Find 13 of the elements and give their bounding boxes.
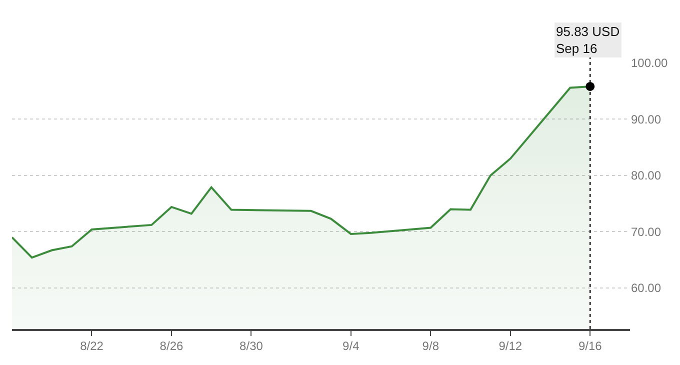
x-tick-label: 9/16 — [578, 339, 602, 354]
x-tick-label: 8/26 — [160, 339, 184, 354]
y-tick-label: 60.00 — [631, 281, 662, 296]
y-tick-label: 80.00 — [631, 168, 662, 183]
x-tick-label: 8/30 — [240, 339, 264, 354]
x-tick-label: 9/8 — [422, 339, 440, 354]
y-tick-label: 90.00 — [631, 112, 662, 126]
y-tick-label: 70.00 — [631, 224, 662, 239]
x-tick-label: 9/4 — [342, 339, 360, 354]
text: 95.83 USD Sep 16 — [556, 24, 620, 56]
x-tick-label: 8/22 — [80, 339, 104, 354]
x-tick-label: 9/12 — [498, 339, 522, 354]
y-tick-label: 100.00 — [631, 56, 668, 70]
